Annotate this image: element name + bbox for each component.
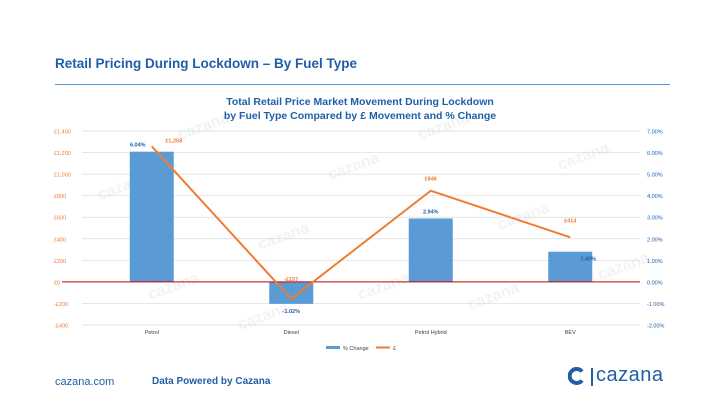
left-axis-tick-label: -£400 bbox=[54, 324, 68, 330]
footer-website-link[interactable]: cazana.com bbox=[55, 376, 115, 388]
right-axis-tick-label: 7.00% bbox=[647, 130, 663, 136]
line-data-label: £846 bbox=[425, 177, 437, 183]
legend-label-pound: £ bbox=[393, 346, 396, 352]
bar-pct-change-diesel bbox=[269, 281, 314, 304]
chart-title-line-2: by Fuel Type Compared by £ Movement and … bbox=[224, 110, 496, 122]
bar-pct-change-bev bbox=[548, 251, 593, 282]
right-axis-tick-label: 1.00% bbox=[647, 259, 663, 265]
watermark-text: cazana bbox=[326, 149, 382, 183]
left-axis-tick-label: £1,400 bbox=[54, 130, 71, 136]
left-axis-tick-label: £0 bbox=[54, 280, 60, 286]
title-divider bbox=[55, 84, 670, 85]
left-axis-tick-label: £800 bbox=[54, 194, 66, 200]
left-axis-tick-label: £600 bbox=[54, 216, 66, 222]
line-series-pound bbox=[151, 145, 571, 301]
logo-divider bbox=[591, 368, 593, 386]
watermark-text: cazana bbox=[556, 139, 612, 173]
chart-title-line-1: Total Retail Price Market Movement Durin… bbox=[226, 96, 494, 108]
watermark-text: cazana bbox=[256, 219, 312, 253]
x-axis-category-label: Diesel bbox=[284, 330, 299, 336]
footer-powered-by: Data Powered by Cazana bbox=[152, 376, 271, 387]
x-axis-category-label: Petrol Hybrid bbox=[415, 330, 447, 336]
bar-pct-change-petrol bbox=[129, 151, 174, 282]
left-axis-tick-label: £1,200 bbox=[54, 151, 71, 157]
line-data-label: -£157 bbox=[284, 277, 298, 283]
right-axis-tick-label: 4.00% bbox=[647, 194, 663, 200]
bar-data-label: 6.04% bbox=[130, 143, 146, 149]
bar-pct-change-petrol-hybrid bbox=[408, 218, 453, 282]
watermark-text: cazana bbox=[596, 249, 652, 283]
bar-data-label: 2.94% bbox=[423, 210, 439, 216]
line-data-label: £414 bbox=[564, 218, 577, 224]
bar-data-label: -1.02% bbox=[283, 309, 301, 315]
watermark-text: cazana bbox=[466, 279, 522, 313]
logo-wordmark: cazana bbox=[596, 364, 664, 386]
bar-data-label: 1.40% bbox=[580, 257, 596, 263]
line-data-label: £1,258 bbox=[165, 138, 182, 144]
left-axis-tick-label: £400 bbox=[54, 237, 66, 243]
right-axis-tick-label: -1.00% bbox=[647, 302, 665, 308]
x-axis-category-label: BEV bbox=[565, 330, 576, 336]
left-axis-tick-label: £1,000 bbox=[54, 173, 71, 179]
watermark-text: cazana bbox=[236, 299, 292, 333]
page-title: Retail Pricing During Lockdown – By Fuel… bbox=[55, 56, 358, 71]
left-axis-tick-label: £200 bbox=[54, 259, 66, 265]
right-axis-tick-label: 3.00% bbox=[647, 216, 663, 222]
left-axis-tick-label: -£200 bbox=[54, 302, 68, 308]
legend-label-pct-change: % Change bbox=[343, 346, 369, 352]
watermark-text: cazana bbox=[356, 269, 412, 303]
legend-swatch-pct-change bbox=[326, 346, 340, 349]
right-axis-tick-label: 5.00% bbox=[647, 173, 663, 179]
right-axis-tick-label: 6.00% bbox=[647, 151, 663, 157]
right-axis-tick-label: 0.00% bbox=[647, 280, 663, 286]
x-axis-category-label: Petrol bbox=[145, 330, 159, 336]
cazana-logo-icon bbox=[568, 367, 584, 385]
cazana-logo: cazana bbox=[568, 364, 673, 389]
right-axis-tick-label: -2.00% bbox=[647, 324, 665, 330]
right-axis-tick-label: 2.00% bbox=[647, 237, 663, 243]
